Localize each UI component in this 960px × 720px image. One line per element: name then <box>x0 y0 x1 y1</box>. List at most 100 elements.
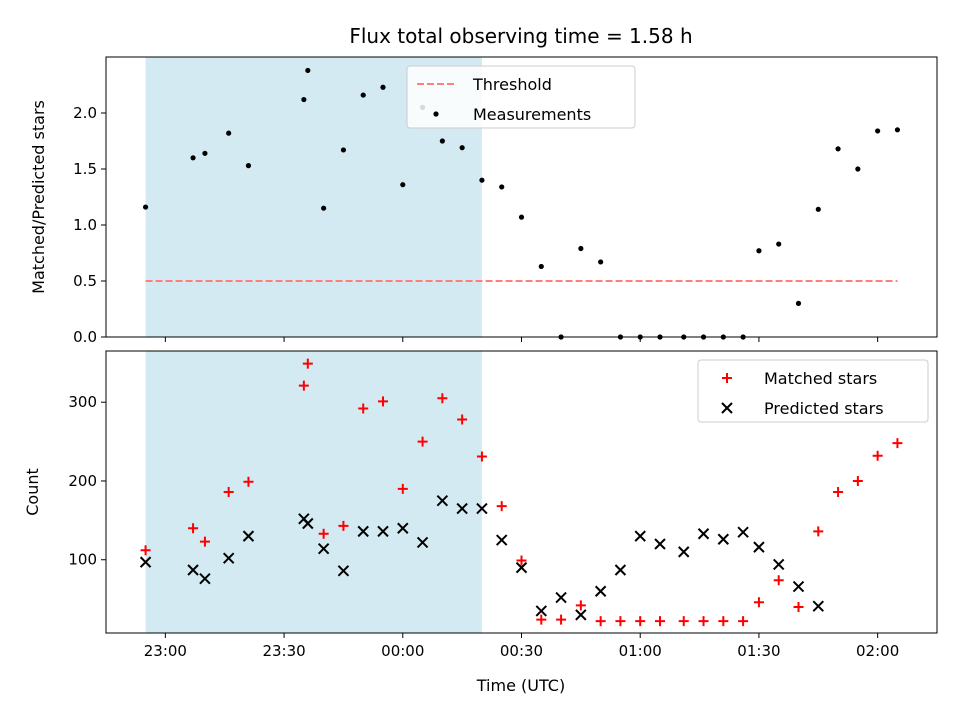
data-point <box>634 530 646 542</box>
data-point <box>459 145 465 151</box>
data-point <box>635 616 646 627</box>
data-point <box>833 487 844 497</box>
data-point <box>615 616 626 627</box>
data-point <box>397 483 408 494</box>
data-point <box>190 155 196 161</box>
data-point <box>243 476 254 487</box>
y-tick-label: 100 <box>68 551 97 569</box>
data-point <box>536 614 547 625</box>
data-point <box>476 451 487 462</box>
data-point <box>199 572 211 585</box>
data-point <box>698 616 709 627</box>
data-point <box>305 67 311 74</box>
data-point <box>793 602 804 613</box>
data-point <box>142 204 149 210</box>
data-point <box>187 564 199 576</box>
data-point <box>226 130 232 136</box>
data-point <box>518 214 525 220</box>
data-point <box>614 564 627 576</box>
data-point <box>753 597 764 608</box>
x-axis: 23:00 23:30 00:00 00:30 01:00 01:30 02:00 <box>144 633 899 660</box>
data-point <box>416 536 429 549</box>
data-point <box>242 530 255 542</box>
data-point <box>496 534 508 546</box>
data-point <box>302 358 313 369</box>
data-point <box>515 561 528 574</box>
x-tick-label: 23:30 <box>262 642 305 660</box>
data-point <box>678 546 690 558</box>
data-point <box>815 206 821 212</box>
data-point <box>538 263 544 270</box>
legend-marker <box>433 111 439 117</box>
data-point <box>855 166 861 172</box>
data-point <box>773 575 784 586</box>
data-point <box>358 403 369 414</box>
data-point <box>139 556 152 568</box>
legend-label: Predicted stars <box>764 399 884 418</box>
data-point <box>378 396 388 407</box>
data-point <box>479 177 485 183</box>
data-point <box>302 517 314 530</box>
data-point <box>338 520 349 531</box>
data-point <box>360 92 366 98</box>
data-point <box>457 414 468 425</box>
data-point <box>875 128 881 134</box>
data-point <box>516 555 527 566</box>
data-point <box>199 536 210 547</box>
data-point <box>813 526 824 537</box>
data-point <box>575 609 587 621</box>
y-tick-label: 0.0 <box>73 328 97 346</box>
data-point <box>654 538 666 550</box>
data-point <box>678 616 689 627</box>
legend-marker <box>721 402 733 414</box>
top-y-axis: 0.0 0.5 1.0 1.5 2.0 <box>73 104 106 346</box>
data-point <box>337 565 350 577</box>
y-tick-label: 0.5 <box>73 272 97 290</box>
data-point <box>245 163 252 169</box>
top-y-axis-label: Matched/Predicted stars <box>29 100 48 294</box>
data-point <box>555 591 567 604</box>
data-point <box>595 616 606 627</box>
legend-box <box>697 359 929 423</box>
top-panel: 0.00.51.01.52.0 Matched/Predicted stars … <box>29 56 938 346</box>
data-point <box>578 245 584 252</box>
data-point <box>717 533 730 545</box>
data-point <box>737 526 749 538</box>
legend-label: Threshold <box>472 75 552 94</box>
data-point <box>476 502 488 515</box>
bottom-panel: 100 200 300 23:00 23:30 00:00 00:30 01:00 01:30… <box>23 350 938 660</box>
data-point <box>598 259 604 265</box>
data-point <box>795 300 802 306</box>
legend-label: Matched stars <box>764 369 877 388</box>
data-point <box>436 494 449 507</box>
data-point <box>535 605 547 617</box>
y-tick-label: 2.0 <box>73 104 97 122</box>
y-tick-label: 1.0 <box>73 216 97 234</box>
data-point <box>738 616 749 627</box>
data-point <box>753 541 765 553</box>
legend-label: Measurements <box>473 105 591 124</box>
data-point <box>872 450 883 461</box>
data-point <box>318 528 329 539</box>
x-axis-label: Time (UTC) <box>476 676 565 695</box>
data-point <box>140 545 151 556</box>
data-point <box>892 438 903 449</box>
data-point <box>380 84 386 90</box>
data-point <box>437 393 448 404</box>
data-point <box>812 600 824 612</box>
data-point <box>655 616 665 627</box>
x-tick-label: 23:00 <box>144 642 187 660</box>
data-point <box>852 475 863 486</box>
data-point <box>340 147 347 153</box>
top-legend: Threshold Measurements <box>406 65 636 129</box>
data-point <box>496 501 507 512</box>
data-point <box>321 205 327 211</box>
data-point <box>202 150 208 156</box>
bottom-plot-area <box>139 358 903 627</box>
y-tick-label: 1.5 <box>73 160 97 178</box>
x-tick-label: 00:00 <box>381 642 424 660</box>
data-point <box>697 528 710 540</box>
legend-marker <box>722 373 732 383</box>
x-tick-label: 01:30 <box>737 642 780 660</box>
